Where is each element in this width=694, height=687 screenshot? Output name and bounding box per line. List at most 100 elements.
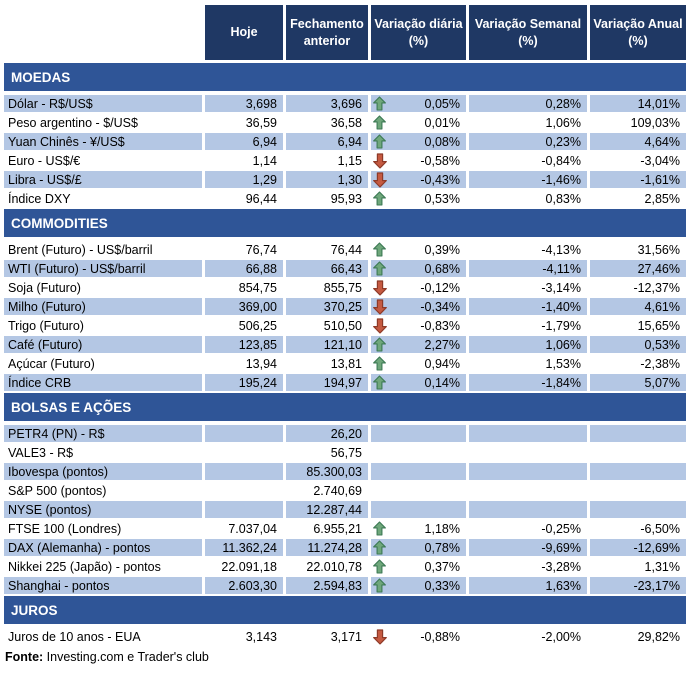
cell-instrument-label: Libra - US$/£	[4, 171, 202, 188]
cell-variacao-diaria: 0,05%	[371, 95, 466, 112]
table-row: Café (Futuro) 123,85 121,10 2,27% 1,06% …	[4, 336, 686, 353]
cell-instrument-label: Açúcar (Futuro)	[4, 355, 202, 372]
column-header-variacao-diaria: Variação diária (%)	[371, 5, 466, 60]
cell-variacao-diaria: 0,78%	[371, 539, 466, 556]
cell-hoje	[205, 463, 283, 480]
table-body: MOEDAS Dólar - R$/US$ 3,698 3,696 0,05% …	[4, 63, 686, 645]
section-title: JUROS	[11, 602, 58, 618]
section-header: COMMODITIES	[4, 209, 686, 237]
trend-up-icon	[373, 95, 386, 112]
cell-variacao-anual: -6,50%	[590, 520, 686, 537]
cell-hoje	[205, 425, 283, 442]
source-label: Fonte:	[5, 650, 44, 664]
cell-fechamento-anterior: 1,15	[286, 152, 368, 169]
cell-fechamento-anterior: 3,171	[286, 628, 368, 645]
table-row: Índice DXY 96,44 95,93 0,53% 0,83% 2,85%	[4, 190, 686, 207]
trend-up-icon	[373, 355, 386, 372]
table-row: WTI (Futuro) - US$/barril 66,88 66,43 0,…	[4, 260, 686, 277]
cell-variacao-semanal: -2,00%	[469, 628, 587, 645]
trend-up-icon	[373, 520, 386, 537]
table-row: S&P 500 (pontos) 2.740,69	[4, 482, 686, 499]
cell-variacao-anual: -12,37%	[590, 279, 686, 296]
cell-instrument-label: Euro - US$/€	[4, 152, 202, 169]
cell-variacao-semanal: -4,11%	[469, 260, 587, 277]
cell-variacao-anual: 0,53%	[590, 336, 686, 353]
cell-fechamento-anterior: 6.955,21	[286, 520, 368, 537]
column-header-variacao-semanal: Variação Semanal (%)	[469, 5, 587, 60]
cell-fechamento-anterior: 855,75	[286, 279, 368, 296]
cell-variacao-semanal	[469, 425, 587, 442]
table-row: Euro - US$/€ 1,14 1,15 -0,58% -0,84% -3,…	[4, 152, 686, 169]
cell-variacao-anual: -1,61%	[590, 171, 686, 188]
cell-variacao-semanal: -1,84%	[469, 374, 587, 391]
section-rows: Juros de 10 anos - EUA 3,143 3,171 -0,88…	[4, 628, 686, 645]
trend-up-icon	[373, 374, 386, 391]
column-header-variacao-anual: Variação Anual (%)	[590, 5, 686, 60]
table-row: VALE3 - R$ 56,75	[4, 444, 686, 461]
cell-hoje	[205, 501, 283, 518]
cell-variacao-anual: -3,04%	[590, 152, 686, 169]
table-section: COMMODITIES Brent (Futuro) - US$/barril …	[4, 209, 686, 391]
section-rows: PETR4 (PN) - R$ 26,20 VALE3 - R$ 56,75 I…	[4, 425, 686, 594]
cell-instrument-label: DAX (Alemanha) - pontos	[4, 539, 202, 556]
cell-variacao-anual: 31,56%	[590, 241, 686, 258]
cell-variacao-diaria: -0,43%	[371, 171, 466, 188]
cell-instrument-label: Ibovespa (pontos)	[4, 463, 202, 480]
table-row: Juros de 10 anos - EUA 3,143 3,171 -0,88…	[4, 628, 686, 645]
cell-variacao-diaria: 2,27%	[371, 336, 466, 353]
cell-fechamento-anterior: 12.287,44	[286, 501, 368, 518]
cell-variacao-anual	[590, 501, 686, 518]
cell-variacao-semanal: 0,83%	[469, 190, 587, 207]
section-title: BOLSAS E AÇÕES	[11, 399, 132, 415]
table-row: Dólar - R$/US$ 3,698 3,696 0,05% 0,28% 1…	[4, 95, 686, 112]
section-title: COMMODITIES	[11, 215, 108, 231]
cell-instrument-label: Brent (Futuro) - US$/barril	[4, 241, 202, 258]
cell-instrument-label: Nikkei 225 (Japão) - pontos	[4, 558, 202, 575]
cell-instrument-label: Yuan Chinês - ¥/US$	[4, 133, 202, 150]
cell-variacao-semanal: 1,63%	[469, 577, 587, 594]
cell-variacao-anual: 14,01%	[590, 95, 686, 112]
cell-variacao-diaria: 0,39%	[371, 241, 466, 258]
trend-up-icon	[373, 114, 386, 131]
cell-variacao-semanal	[469, 482, 587, 499]
cell-variacao-anual: -2,38%	[590, 355, 686, 372]
financial-table: Hoje Fechamento anterior Variação diária…	[4, 5, 686, 664]
cell-fechamento-anterior: 95,93	[286, 190, 368, 207]
table-section: BOLSAS E AÇÕES PETR4 (PN) - R$ 26,20 VAL…	[4, 393, 686, 594]
cell-hoje: 36,59	[205, 114, 283, 131]
cell-variacao-diaria: -0,88%	[371, 628, 466, 645]
trend-down-icon	[373, 152, 387, 169]
section-header: BOLSAS E AÇÕES	[4, 393, 686, 421]
table-section: JUROS Juros de 10 anos - EUA 3,143 3,171…	[4, 596, 686, 645]
section-header: MOEDAS	[4, 63, 686, 91]
cell-variacao-semanal	[469, 501, 587, 518]
table-row: Trigo (Futuro) 506,25 510,50 -0,83% -1,7…	[4, 317, 686, 334]
cell-variacao-anual	[590, 463, 686, 480]
cell-fechamento-anterior: 2.740,69	[286, 482, 368, 499]
cell-variacao-diaria: 0,01%	[371, 114, 466, 131]
cell-variacao-anual: 15,65%	[590, 317, 686, 334]
cell-hoje: 195,24	[205, 374, 283, 391]
cell-hoje: 1,29	[205, 171, 283, 188]
cell-fechamento-anterior: 13,81	[286, 355, 368, 372]
cell-hoje: 6,94	[205, 133, 283, 150]
cell-fechamento-anterior: 6,94	[286, 133, 368, 150]
table-row: FTSE 100 (Londres) 7.037,04 6.955,21 1,1…	[4, 520, 686, 537]
cell-variacao-semanal: -3,14%	[469, 279, 587, 296]
cell-instrument-label: NYSE (pontos)	[4, 501, 202, 518]
cell-fechamento-anterior: 85.300,03	[286, 463, 368, 480]
cell-variacao-diaria	[371, 501, 466, 518]
cell-hoje: 123,85	[205, 336, 283, 353]
table-row: Peso argentino - $/US$ 36,59 36,58 0,01%…	[4, 114, 686, 131]
cell-variacao-semanal: -0,25%	[469, 520, 587, 537]
cell-variacao-diaria: -0,58%	[371, 152, 466, 169]
cell-hoje: 66,88	[205, 260, 283, 277]
cell-variacao-anual: 29,82%	[590, 628, 686, 645]
section-rows: Dólar - R$/US$ 3,698 3,696 0,05% 0,28% 1…	[4, 95, 686, 207]
header-corner-blank	[4, 5, 202, 60]
cell-hoje: 1,14	[205, 152, 283, 169]
table-row: NYSE (pontos) 12.287,44	[4, 501, 686, 518]
cell-variacao-anual: -12,69%	[590, 539, 686, 556]
cell-fechamento-anterior: 121,10	[286, 336, 368, 353]
cell-hoje: 96,44	[205, 190, 283, 207]
